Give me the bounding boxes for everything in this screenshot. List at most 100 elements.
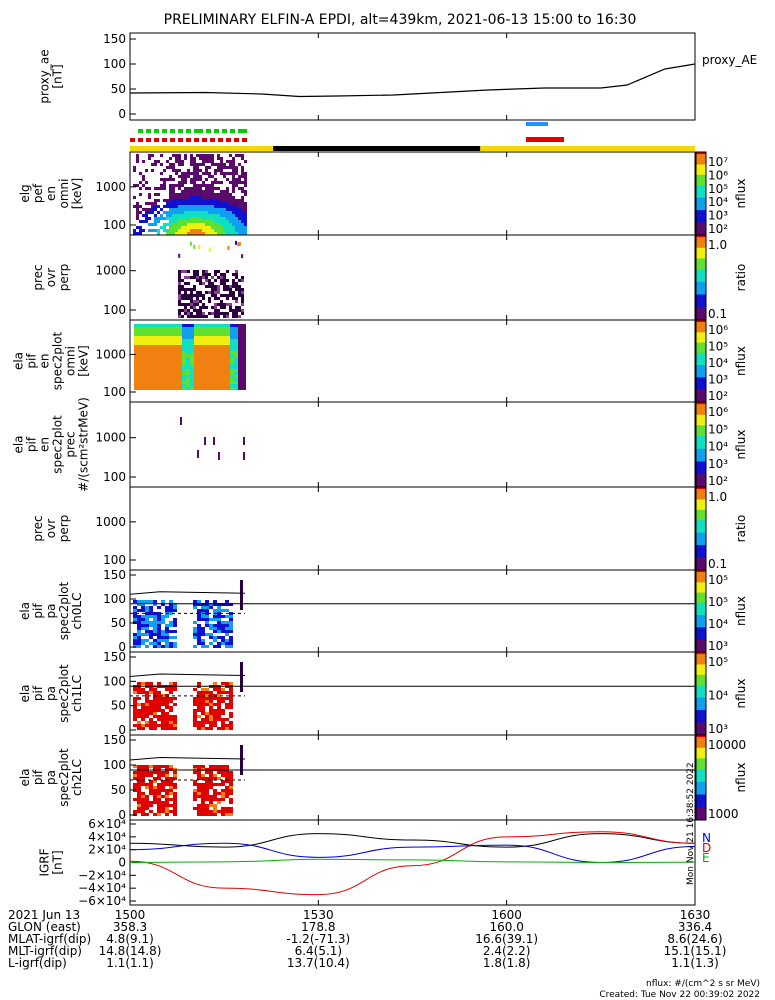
spectrogram-cell (146, 330, 150, 333)
spectrogram-cell (186, 339, 190, 342)
spectrogram-cell (202, 354, 206, 357)
spectrogram-cell (154, 214, 157, 217)
spectrogram-cell (193, 205, 196, 208)
colorbar-cell (696, 737, 706, 740)
spectrogram-cell (182, 381, 186, 384)
spectrogram-cell (199, 202, 202, 205)
colorbar-cell (696, 201, 706, 205)
spectrogram-cell (184, 297, 187, 300)
spectrogram-cell (230, 387, 234, 390)
y-axis-label-line: prec (31, 264, 45, 290)
colorbar-cell (696, 726, 706, 730)
colorbar-tick-label: 10⁵ (708, 655, 728, 669)
colorbar-cell (696, 762, 706, 766)
spectrogram-cell (173, 703, 177, 706)
spectrogram-cell (186, 333, 190, 336)
spectrogram-cell (161, 780, 165, 783)
spectrogram-cell (190, 196, 193, 199)
spectrogram-cell (181, 270, 184, 273)
y-axis-label-line: spec2plot (57, 664, 71, 723)
spectrogram-cell (201, 777, 205, 780)
spectrogram-cell (199, 312, 202, 315)
spectrogram-cell (153, 639, 157, 642)
spectrogram-cell (190, 345, 194, 348)
y-axis-label-line: perp (57, 515, 71, 543)
spectrogram-cell (199, 163, 202, 166)
spectrogram-cell (211, 288, 214, 291)
spectrogram-cell (182, 366, 186, 369)
spectrogram-cell (241, 276, 244, 279)
spectrogram-cell (199, 223, 202, 226)
spectrogram-cell (205, 786, 209, 789)
spectrogram-cell (238, 154, 241, 157)
spectrogram-cell (166, 178, 169, 181)
colorbar-cell (696, 598, 706, 602)
spectrogram-cell (242, 381, 246, 384)
spectrogram-cell (206, 384, 210, 387)
spectrogram-cell (162, 384, 166, 387)
spectrogram-cell (137, 715, 141, 718)
spectrogram-cell (206, 342, 210, 345)
x-axis-row-value: 13.7(10.4) (287, 956, 350, 970)
spectrogram-cell (165, 774, 169, 777)
spectrogram-cell (175, 202, 178, 205)
spectrogram-cell (242, 357, 246, 360)
spectrogram-cell (174, 375, 178, 378)
spectrogram-cell (209, 712, 213, 715)
ela-red-marker (130, 138, 135, 142)
spectrogram-cell (202, 333, 206, 336)
spectrogram-cell (137, 786, 141, 789)
spectrogram-cell (166, 214, 169, 217)
spectrogram-cell (165, 810, 169, 813)
spectrogram-cell (208, 285, 211, 288)
spectrogram-cell (181, 211, 184, 214)
spectrogram-cell (242, 333, 246, 336)
spectrogram-cell (229, 786, 233, 789)
ela_pif_en_prec-ylabel: ela pif en spec2plot prec #/(scm²strMeV) (12, 397, 91, 492)
spectrogram-cell (211, 232, 214, 235)
spectrogram-cell (184, 205, 187, 208)
spectrogram-cell (209, 709, 213, 712)
spectrogram-cell (220, 172, 223, 175)
spectrogram-cell (230, 378, 234, 381)
spectrogram-cell (174, 384, 178, 387)
spectrogram-cell (209, 804, 213, 807)
spectrogram-cell (225, 645, 229, 648)
ela_pa_ch2-tick-label: 100 (103, 758, 126, 772)
spectrogram-cell (161, 636, 165, 639)
spectrogram-cell (222, 339, 226, 342)
colorbar-tick-label: 0.1 (708, 307, 727, 321)
spectrogram-cell (208, 229, 211, 232)
spectrogram-cell (238, 339, 242, 342)
spectrogram-cell (133, 691, 137, 694)
spectrogram-cell (211, 312, 214, 315)
spectrogram-cell (184, 175, 187, 178)
spectrogram-cell (161, 700, 165, 703)
spectrogram-cell (244, 172, 247, 175)
spectrogram-cell (153, 630, 157, 633)
colorbar-cell (696, 635, 706, 639)
spectrogram-cell (234, 363, 238, 366)
colorbar-tick-label: 10² (708, 222, 728, 236)
spectrogram-cell (229, 205, 232, 208)
spectrogram-cell (218, 339, 222, 342)
spectrogram-cell (157, 232, 160, 235)
spectrogram-cell (173, 771, 177, 774)
spectrogram-cell (221, 615, 225, 618)
spectrogram-cell (187, 217, 190, 220)
spectrogram-cell (244, 190, 247, 193)
colorbar-cell (696, 695, 706, 699)
spectrogram-cell (205, 291, 208, 294)
spectrogram-cell (193, 276, 196, 279)
spectrogram-cell (154, 372, 158, 375)
ela-red-marker (242, 138, 247, 142)
spectrogram-cell (190, 214, 193, 217)
colorbar-cell (696, 154, 706, 157)
spectrogram-cell (208, 199, 211, 202)
spectrogram-cell (151, 211, 154, 214)
spectrogram-cell (241, 303, 244, 306)
spectrogram-cell (169, 682, 173, 685)
colorbar-cell (696, 555, 706, 559)
spectrogram-cell (151, 163, 154, 166)
